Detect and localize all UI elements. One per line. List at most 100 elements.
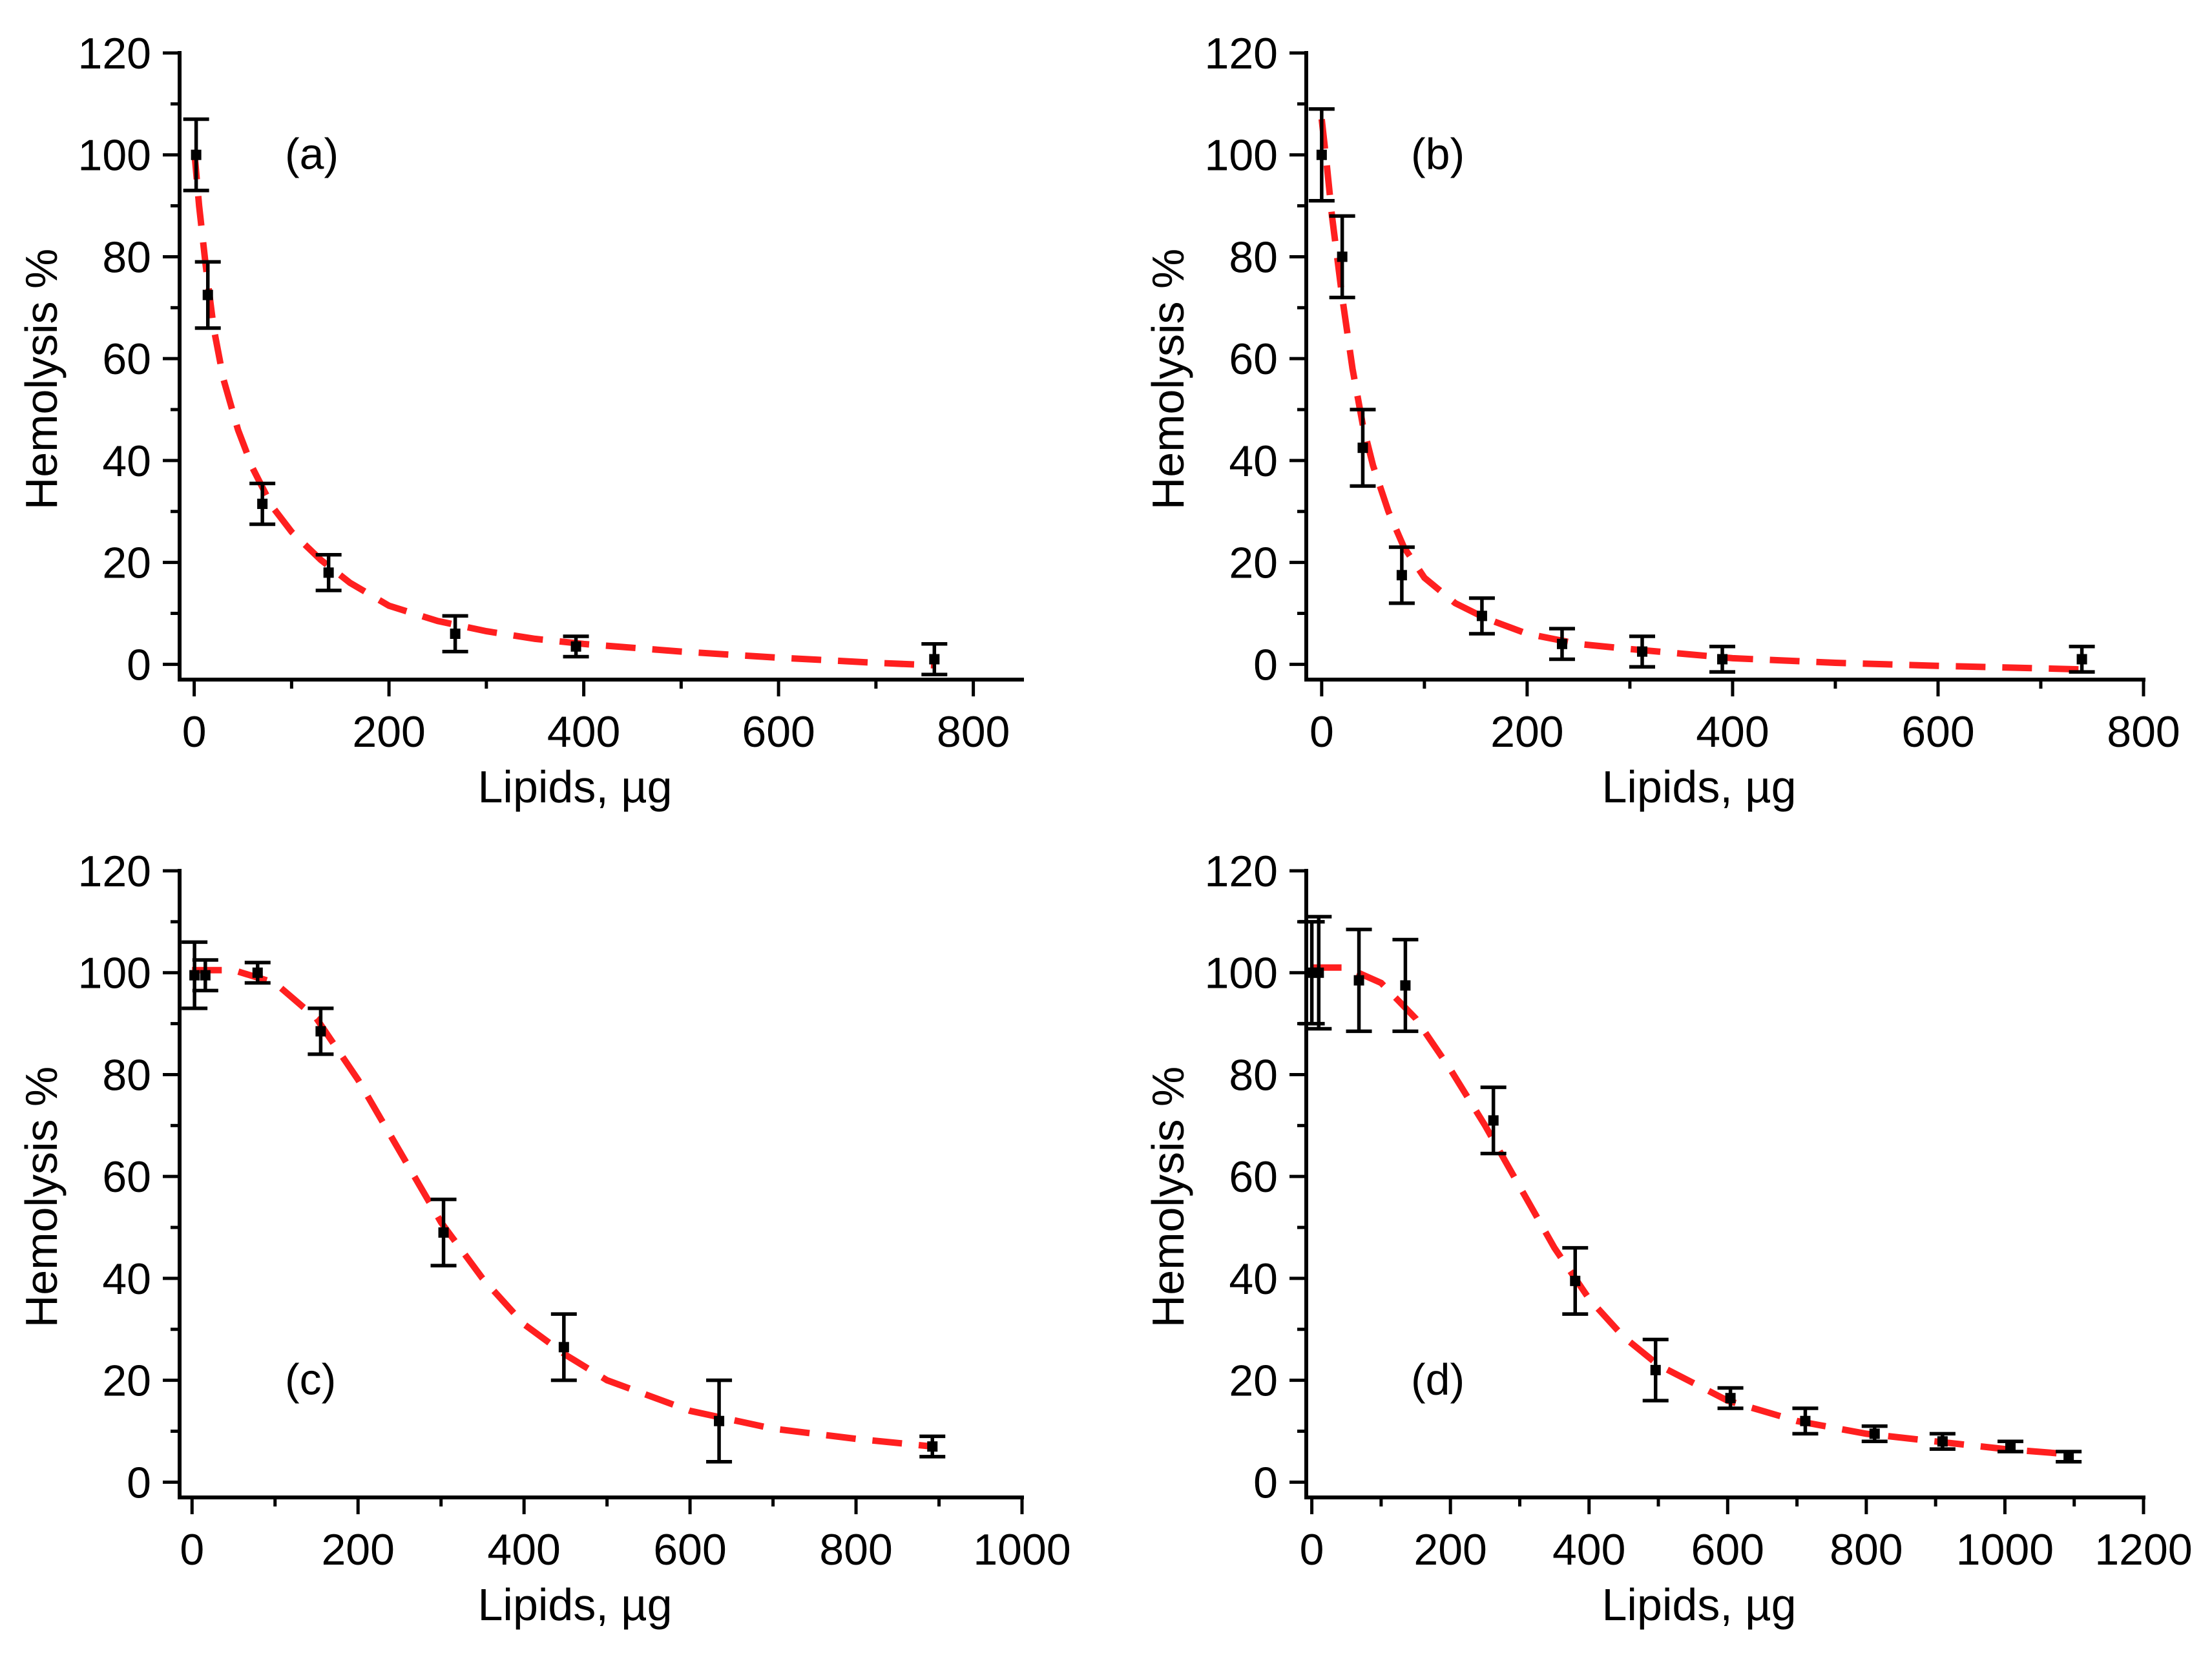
y-tick-label-b: 20 [1229, 539, 1278, 588]
x-tick-label-d: 600 [1691, 1525, 1764, 1574]
x-tick-label-c: 400 [487, 1525, 560, 1574]
x-tick-label-d: 1000 [1956, 1525, 2054, 1574]
chart-panel-a: 0 200 400 600 800 0 20 40 60 80 100 120 Lipids, µg He… [16, 29, 1024, 812]
panel-label-b: (b) [1411, 130, 1465, 179]
data-point-c [252, 967, 263, 978]
y-tick-label-c: 0 [127, 1458, 151, 1507]
x-tick-label-a: 0 [182, 707, 207, 756]
x-tick-label-c: 1000 [973, 1525, 1070, 1574]
y-axis-title-d: Hemolysis % [1143, 1067, 1193, 1328]
x-tick-label-a: 400 [547, 707, 620, 756]
fit-curve-b [1318, 118, 2082, 673]
fit-curve-a [191, 149, 935, 669]
data-point-c [189, 970, 200, 981]
x-axis-title-c: Lipids, µg [477, 1579, 672, 1630]
data-point-d [2005, 1441, 2016, 1452]
y-tick-label-b: 100 [1205, 131, 1278, 180]
y-tick-label-a: 60 [102, 335, 151, 384]
y-tick-label-d: 60 [1229, 1152, 1278, 1202]
data-point-b [1717, 654, 1728, 665]
data-point-a [570, 641, 581, 652]
y-tick-label-c: 120 [78, 847, 151, 896]
x-tick-label-b: 400 [1696, 707, 1769, 756]
data-point-b [1396, 570, 1407, 581]
data-point-d [1650, 1364, 1661, 1375]
y-tick-label-c: 100 [78, 949, 151, 998]
data-point-a [257, 498, 268, 509]
x-tick-label-c: 800 [819, 1525, 892, 1574]
y-tick-label-b: 60 [1229, 335, 1278, 384]
y-tick-label-a: 100 [78, 131, 151, 180]
y-tick-label-b: 120 [1205, 29, 1278, 78]
x-tick-label-a: 600 [742, 707, 815, 756]
panel-label-c: (c) [285, 1355, 336, 1404]
y-axis-title-b: Hemolysis % [1143, 249, 1193, 510]
x-tick-label-d: 1200 [2094, 1525, 2192, 1574]
x-tick-label-b: 800 [2107, 707, 2180, 756]
fit-curve-c [192, 966, 933, 1450]
x-tick-label-a: 200 [352, 707, 425, 756]
chart-panel-c: 0 200 400 600 800 1000 0 20 40 60 80 100 120 Lipids, … [16, 847, 1071, 1630]
x-tick-label-d: 0 [1300, 1525, 1324, 1574]
x-tick-label-d: 400 [1552, 1525, 1625, 1574]
x-tick-label-b: 0 [1309, 707, 1334, 756]
data-point-a [929, 654, 940, 665]
data-point-d [1400, 980, 1411, 991]
data-point-b [1556, 638, 1567, 649]
x-axis-title-b: Lipids, µg [1602, 762, 1796, 812]
x-axis-title-a: Lipids, µg [477, 762, 672, 812]
data-point-d [1725, 1393, 1736, 1404]
x-tick-label-b: 200 [1490, 707, 1563, 756]
data-point-a [202, 289, 213, 300]
data-point-c [714, 1415, 725, 1426]
y-tick-label-a: 40 [102, 437, 151, 486]
y-tick-label-b: 40 [1229, 437, 1278, 486]
data-point-c [927, 1441, 938, 1452]
data-point-b [1357, 443, 1368, 453]
data-point-d [1353, 975, 1364, 986]
y-tick-label-b: 0 [1253, 640, 1278, 689]
chart-panel-b: 0 200 400 600 800 0 20 40 60 80 100 120 Lipids, µg He… [1143, 29, 2180, 812]
chart-panel-d: 0 200 400 600 800 1000 1200 0 20 40 60 80 100 120 Lipi… [1143, 847, 2193, 1630]
y-tick-label-d: 20 [1229, 1357, 1278, 1406]
x-tick-label-c: 0 [180, 1525, 204, 1574]
y-tick-label-a: 0 [127, 640, 151, 689]
x-tick-label-d: 200 [1414, 1525, 1487, 1574]
y-tick-label-a: 20 [102, 539, 151, 588]
panel-label-d: (d) [1411, 1355, 1465, 1404]
y-tick-label-d: 40 [1229, 1255, 1278, 1304]
data-point-b [1316, 149, 1327, 160]
data-point-d [1488, 1115, 1499, 1126]
x-tick-label-a: 800 [937, 707, 1010, 756]
data-point-c [200, 970, 211, 981]
data-point-a [191, 149, 202, 160]
y-axis-title-a: Hemolysis % [16, 249, 67, 510]
data-point-b [1636, 646, 1647, 657]
x-tick-label-c: 200 [321, 1525, 394, 1574]
x-tick-label-c: 600 [653, 1525, 726, 1574]
y-tick-label-c: 20 [102, 1357, 151, 1406]
y-tick-label-a: 80 [102, 233, 151, 282]
data-point-d [1570, 1275, 1581, 1286]
y-tick-label-d: 120 [1205, 847, 1278, 896]
y-axis-title-c: Hemolysis % [16, 1067, 67, 1328]
x-tick-label-b: 600 [1901, 707, 1974, 756]
data-point-b [2076, 654, 2087, 665]
y-tick-label-a: 120 [78, 29, 151, 78]
data-point-d [1937, 1436, 1948, 1447]
data-point-c [315, 1026, 326, 1037]
y-tick-label-c: 80 [102, 1050, 151, 1099]
data-point-a [323, 567, 334, 578]
y-tick-label-d: 0 [1253, 1458, 1278, 1507]
data-point-d [1869, 1428, 1880, 1439]
y-tick-label-c: 60 [102, 1152, 151, 1202]
data-point-b [1337, 251, 1348, 262]
data-point-c [438, 1227, 449, 1238]
data-point-d [1313, 967, 1324, 978]
data-point-b [1476, 610, 1487, 621]
y-tick-label-c: 40 [102, 1255, 151, 1304]
data-point-c [558, 1342, 569, 1353]
y-tick-label-b: 80 [1229, 233, 1278, 282]
data-point-a [450, 629, 461, 640]
